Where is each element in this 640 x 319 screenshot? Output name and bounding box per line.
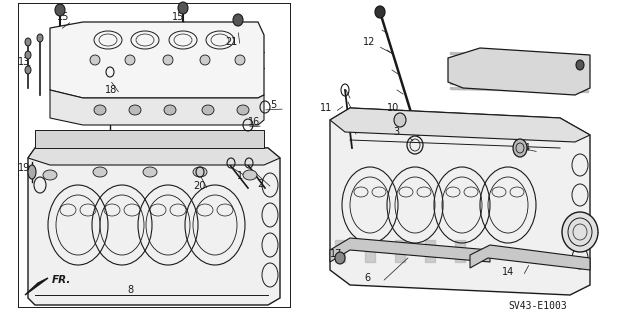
Text: 8: 8 [127,285,133,295]
Ellipse shape [237,105,249,115]
Ellipse shape [576,60,584,70]
Ellipse shape [178,2,188,14]
Ellipse shape [200,55,210,65]
Text: SV43-E1003: SV43-E1003 [508,301,567,311]
Text: 3: 3 [393,127,399,137]
Ellipse shape [202,105,214,115]
Ellipse shape [513,139,527,157]
Polygon shape [35,130,264,148]
Text: 4: 4 [524,143,530,153]
Ellipse shape [28,165,36,179]
Polygon shape [25,278,48,295]
Text: 16: 16 [248,117,260,127]
Text: 9: 9 [492,63,498,73]
Ellipse shape [94,105,106,115]
Text: 14: 14 [502,267,514,277]
Text: 15: 15 [172,12,184,22]
Text: 18: 18 [105,85,117,95]
Ellipse shape [129,105,141,115]
Polygon shape [448,48,590,95]
Text: 2: 2 [257,179,263,189]
Text: 7: 7 [572,221,578,231]
Ellipse shape [93,167,107,177]
Ellipse shape [243,170,257,180]
Ellipse shape [233,14,243,26]
Ellipse shape [55,4,65,16]
Polygon shape [28,148,280,165]
Text: 21: 21 [557,83,570,93]
Polygon shape [50,22,264,98]
Ellipse shape [25,66,31,74]
Text: 11: 11 [320,103,332,113]
Text: 5: 5 [270,100,276,110]
Text: 17: 17 [330,249,342,259]
Text: FR.: FR. [52,275,72,285]
Text: 13: 13 [18,57,30,67]
Ellipse shape [163,55,173,65]
Text: 15: 15 [57,12,69,22]
Ellipse shape [375,6,385,18]
Polygon shape [50,90,264,125]
Ellipse shape [25,51,31,59]
Ellipse shape [43,170,57,180]
Text: 20: 20 [193,181,205,191]
Text: 21: 21 [225,37,237,47]
Ellipse shape [164,105,176,115]
Text: 1: 1 [237,171,243,181]
Ellipse shape [335,252,345,264]
Ellipse shape [235,55,245,65]
Text: 6: 6 [364,273,370,283]
Polygon shape [330,108,590,142]
Polygon shape [330,108,590,295]
Ellipse shape [25,38,31,46]
Polygon shape [470,245,590,270]
Ellipse shape [37,34,43,42]
Ellipse shape [394,113,406,127]
Text: 19: 19 [18,163,30,173]
Text: 12: 12 [363,37,376,47]
Polygon shape [28,148,280,305]
Polygon shape [330,238,490,262]
Ellipse shape [143,167,157,177]
Text: 10: 10 [387,103,399,113]
Ellipse shape [90,55,100,65]
Ellipse shape [562,212,598,252]
Ellipse shape [125,55,135,65]
Ellipse shape [193,167,207,177]
